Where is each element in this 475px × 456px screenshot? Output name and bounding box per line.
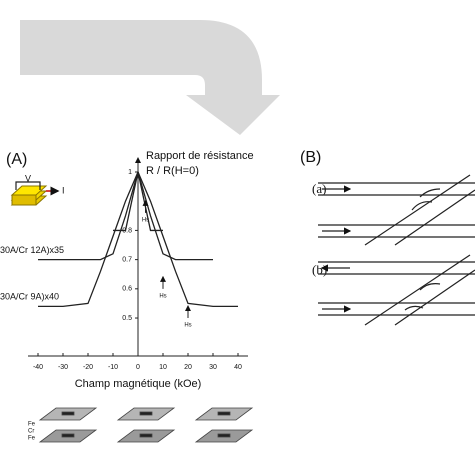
y-tick-label: 0.5 [122,315,132,322]
panel-label: (B) [300,149,321,166]
y-tick-label: 1 [128,169,132,176]
figure: (A) V I Rapport de résistance R / R(H=0)… [0,0,475,451]
y-axis-title: R / R(H=0) [146,165,199,177]
x-tick-label: 0 [136,364,140,371]
panel-label: (A) [6,151,27,168]
annotation: Hs [184,323,191,329]
x-tick-label: -40 [33,364,43,371]
layer-label: Fe [28,422,36,428]
series-label: 30A/Cr 12A)x35 [0,245,64,255]
x-tick-label: -10 [108,364,118,371]
x-tick-label: -30 [58,364,68,371]
y-axis-title: Rapport de résistance [146,150,254,162]
device [12,182,58,205]
annotation: Hs [159,293,166,299]
spin-diagram [318,175,475,325]
layer-label: Fe [28,436,36,442]
x-tick-label: 20 [184,364,192,371]
x-tick-label: 40 [234,364,242,371]
sub-label: (b) [312,262,327,277]
x-axis-title: Champ magnétique (kOe) [75,378,202,390]
annotation: Hs [142,217,149,223]
x-tick-label: 10 [159,364,167,371]
x-tick-label: -20 [83,364,93,371]
y-tick-label: 0.6 [122,286,132,293]
current-label: I [62,185,65,195]
big-arrow [20,20,280,135]
layer-label: Cr [28,429,34,435]
series-label: 30A/Cr 9A)x40 [0,292,59,302]
x-tick-label: 30 [209,364,217,371]
voltage-label: V [25,173,31,183]
layer-stacks [40,408,252,442]
y-tick-label: 0.7 [122,256,132,263]
